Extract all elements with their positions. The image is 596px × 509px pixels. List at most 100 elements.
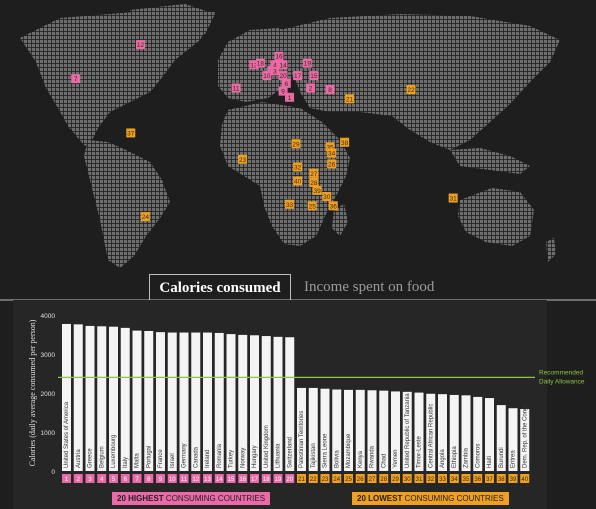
bar-26[interactable]: [355, 389, 365, 471]
map-marker-32[interactable]: 32: [293, 162, 303, 172]
bar-18[interactable]: [261, 336, 271, 471]
map-marker-box[interactable]: [306, 83, 316, 93]
bar-37[interactable]: [485, 398, 494, 471]
map-marker-box[interactable]: [71, 74, 81, 84]
map-marker-box[interactable]: [278, 71, 288, 81]
map-marker-25[interactable]: 25: [307, 201, 317, 211]
bar-35[interactable]: [461, 395, 471, 471]
map-marker-box[interactable]: [274, 51, 284, 61]
map-marker-box[interactable]: [126, 128, 136, 138]
map-marker-4[interactable]: 4: [270, 60, 280, 70]
map-marker-39[interactable]: 39: [312, 185, 322, 195]
map-marker-15[interactable]: 15: [309, 71, 319, 81]
map-marker-box[interactable]: [302, 58, 312, 68]
bar-10[interactable]: [167, 332, 177, 471]
bar-6[interactable]: [120, 327, 130, 471]
map-marker-2[interactable]: 2: [306, 83, 316, 93]
bar-25[interactable]: [344, 389, 353, 471]
map-marker-29[interactable]: 29: [291, 139, 301, 149]
map-marker-box[interactable]: [327, 148, 337, 158]
map-marker-9[interactable]: 9: [278, 86, 288, 96]
map-marker-box[interactable]: [293, 71, 303, 81]
bar-23[interactable]: [320, 388, 330, 471]
bar-5[interactable]: [109, 326, 118, 471]
map-marker-31[interactable]: 31: [448, 193, 458, 203]
bar-12[interactable]: [191, 332, 201, 471]
map-marker-8[interactable]: 8: [325, 85, 335, 95]
map-marker-12[interactable]: 12: [136, 40, 145, 50]
map-marker-box[interactable]: [140, 212, 150, 222]
map-marker-27[interactable]: 27: [309, 168, 319, 178]
map-marker-box[interactable]: [262, 71, 272, 81]
map-marker-box[interactable]: [309, 178, 319, 188]
bar-3[interactable]: [85, 325, 95, 471]
map-marker-35[interactable]: 35: [325, 142, 335, 152]
map-marker-box[interactable]: [231, 83, 241, 93]
bar-34[interactable]: [449, 394, 459, 471]
map-marker-10[interactable]: 10: [262, 71, 272, 81]
bar-32[interactable]: [426, 393, 436, 471]
map-marker-17[interactable]: 17: [293, 71, 303, 81]
bar-11[interactable]: [179, 332, 189, 471]
map-marker-box[interactable]: [293, 162, 303, 172]
map-marker-13[interactable]: 13: [249, 60, 259, 70]
map-marker-21[interactable]: 21: [344, 94, 354, 104]
map-marker-34[interactable]: 34: [327, 148, 337, 158]
bar-9[interactable]: [156, 332, 165, 471]
map-marker-19[interactable]: 19: [302, 58, 312, 68]
map-marker-36[interactable]: 36: [328, 201, 338, 211]
map-marker-box[interactable]: [327, 159, 337, 169]
map-marker-30[interactable]: 30: [322, 192, 332, 201]
bar-15[interactable]: [226, 334, 236, 471]
map-marker-box[interactable]: [325, 85, 335, 95]
map-marker-box[interactable]: [270, 66, 280, 76]
map-marker-38[interactable]: 38: [340, 137, 350, 147]
bar-21[interactable]: [297, 387, 306, 471]
map-marker-box[interactable]: [344, 94, 354, 104]
map-marker-box[interactable]: [285, 199, 295, 209]
map-marker-box[interactable]: [448, 193, 458, 203]
map-marker-box[interactable]: [307, 201, 317, 211]
bar-19[interactable]: [273, 336, 283, 471]
map-marker-box[interactable]: [270, 60, 280, 70]
map-marker-box[interactable]: [340, 137, 350, 147]
bar-24[interactable]: [332, 389, 342, 471]
map-marker-1[interactable]: 1: [285, 92, 295, 102]
map-marker-box[interactable]: [281, 78, 291, 88]
bar-16[interactable]: [238, 334, 248, 471]
map-marker-24[interactable]: 24: [140, 212, 150, 222]
bar-13[interactable]: [203, 332, 212, 471]
map-marker-box[interactable]: [238, 154, 248, 164]
map-marker-16[interactable]: 16: [274, 51, 284, 61]
map-marker-box[interactable]: [249, 60, 259, 70]
bar-14[interactable]: [214, 332, 224, 471]
bar-22[interactable]: [308, 387, 318, 471]
map-marker-box[interactable]: [325, 142, 335, 152]
map-marker-box[interactable]: [285, 92, 295, 102]
bar-27[interactable]: [367, 390, 377, 471]
map-marker-3[interactable]: 3: [270, 66, 280, 76]
bar-38[interactable]: [496, 405, 506, 471]
map-marker-37[interactable]: 37: [126, 128, 136, 138]
map-marker-box[interactable]: [309, 71, 319, 81]
bar-4[interactable]: [97, 326, 107, 471]
bar-30[interactable]: [402, 391, 412, 471]
map-marker-7[interactable]: 7: [71, 74, 81, 84]
map-marker-box[interactable]: [322, 192, 332, 201]
bar-28[interactable]: [379, 390, 389, 471]
map-marker-20[interactable]: 20: [278, 71, 288, 81]
map-marker-6[interactable]: 6: [281, 78, 291, 88]
bar-17[interactable]: [250, 335, 259, 471]
map-marker-18[interactable]: 18: [255, 58, 265, 68]
map-marker-box[interactable]: [312, 185, 322, 195]
map-marker-40[interactable]: 40: [293, 176, 303, 186]
map-marker-box[interactable]: [255, 58, 265, 68]
map-marker-26[interactable]: 26: [327, 159, 337, 169]
map-marker-11[interactable]: 11: [231, 83, 241, 93]
bar-29[interactable]: [391, 391, 400, 471]
bar-40[interactable]: [520, 408, 530, 471]
map-marker-22[interactable]: 22: [406, 85, 416, 95]
map-marker-33[interactable]: 33: [285, 199, 295, 209]
bar-33[interactable]: [438, 394, 447, 471]
tab-calories-consumed[interactable]: Calories consumed: [149, 274, 291, 301]
